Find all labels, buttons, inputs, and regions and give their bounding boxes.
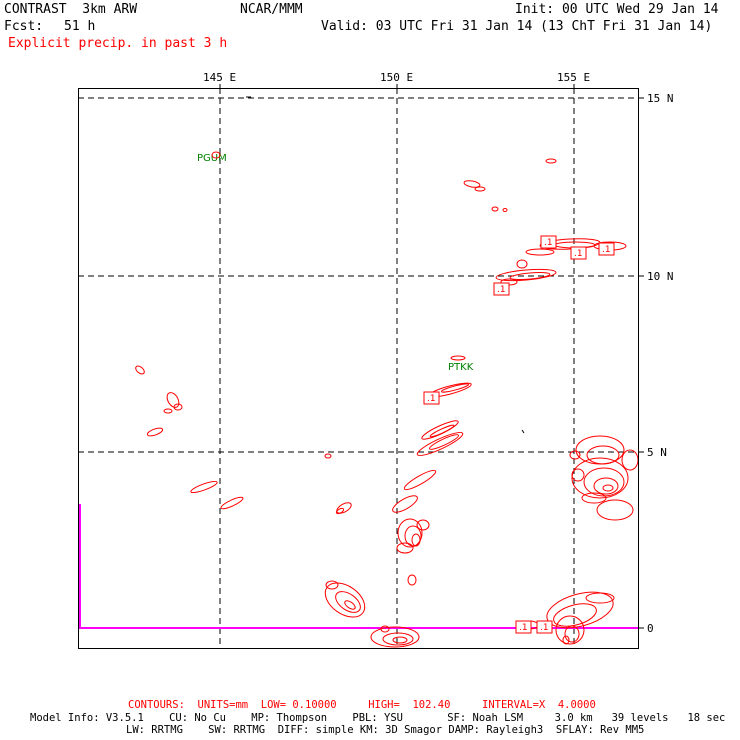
lon-label-150: 150 E — [380, 71, 413, 84]
center-label: NCAR/MMM — [240, 2, 303, 17]
svg-text:.1: .1 — [497, 285, 506, 295]
lat-lon-grid — [78, 88, 639, 649]
lon-label-145: 145 E — [203, 71, 236, 84]
lat-label-15n: 15 N — [647, 92, 674, 105]
forecast-label: Fcst: — [4, 19, 44, 34]
lon-label-155: 155 E — [557, 71, 590, 84]
contour-label: .1 — [570, 246, 587, 260]
model-info-line-2: LW: RRTMG SW: RRTMG DIFF: simple KM: 3D … — [126, 724, 645, 736]
contour-label: .1 — [540, 235, 557, 249]
map-frame — [78, 88, 639, 649]
contour-label: .1 — [493, 282, 510, 296]
svg-text:.1: .1 — [574, 249, 583, 259]
contour-label: .1 — [598, 242, 615, 256]
contour-label: .1 — [515, 620, 532, 634]
ticks — [219, 84, 644, 629]
lat-label-10n: 10 N — [647, 270, 674, 283]
station-ptkk: PTKK — [448, 362, 474, 373]
svg-text:.1: .1 — [427, 394, 436, 404]
init-time: Init: 00 UTC Wed 29 Jan 14 — [515, 2, 719, 17]
lat-label-5n: 5 N — [647, 446, 667, 459]
svg-text:.1: .1 — [544, 238, 553, 248]
model-title: CONTRAST 3km ARW — [4, 2, 138, 17]
coastline-fragments — [246, 96, 525, 434]
valid-time: Valid: 03 UTC Fri 31 Jan 14 (13 ChT Fri … — [321, 19, 713, 34]
svg-text:.1: .1 — [519, 623, 528, 633]
contour-label: .1 — [423, 391, 440, 405]
field-title: Explicit precip. in past 3 h — [8, 36, 228, 51]
lat-label-0: 0 — [647, 622, 654, 635]
forecast-hour: 51 h — [64, 19, 96, 34]
svg-text:.1: .1 — [540, 623, 549, 633]
contour-labels: .1 .1 .1 .1 .1 .1 .1 — [423, 235, 615, 634]
precip-contours — [135, 151, 639, 648]
station-pgum: PGUM — [197, 153, 227, 164]
model-info-line-1: Model Info: V3.5.1 CU: No Cu MP: Thompso… — [30, 712, 726, 724]
contour-label: .1 — [536, 620, 553, 634]
svg-text:.1: .1 — [602, 245, 611, 255]
contour-info: CONTOURS: UNITS=mm LOW= 0.10000 HIGH= 10… — [128, 699, 596, 711]
